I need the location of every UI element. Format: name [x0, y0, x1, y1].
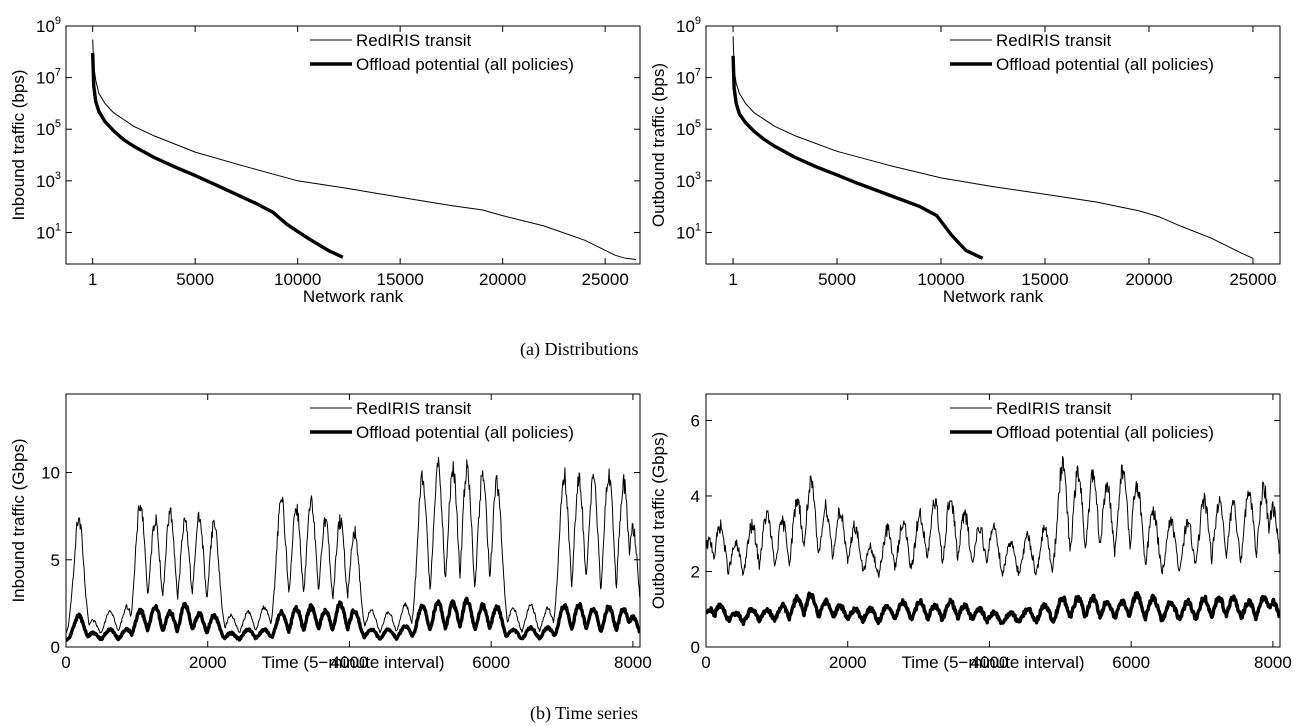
y-tick-label: 103 — [676, 170, 701, 191]
legend-label: RedIRIS transit — [996, 399, 1112, 418]
plot-frame — [65, 393, 641, 648]
y-tick-label: 0 — [691, 638, 700, 657]
y-tick-label: 109 — [36, 15, 61, 36]
x-tick-label: 10000 — [917, 270, 964, 289]
panel-inbound-time-series: 0 2000 4000 6000 8000 0 5 10 Time (5−minute inte… — [9, 393, 652, 672]
x-tick-label: 8000 — [1254, 653, 1292, 672]
plot-frame — [65, 25, 641, 265]
x-tick-label: 25000 — [582, 270, 629, 289]
x-tick-label: 0 — [61, 653, 70, 672]
series-line-transit — [732, 36, 1254, 259]
x-tick-label: 4000 — [971, 653, 1009, 672]
x-tick-label: 4000 — [331, 653, 369, 672]
y-tick-label: 101 — [36, 221, 61, 242]
y-tick-label: 5 — [51, 551, 60, 570]
panel-outbound-distribution: 1 5000 10000 15000 20000 25000101103105107109… — [649, 15, 1281, 306]
series-line-offload — [706, 591, 1280, 627]
y-tick-label: 101 — [676, 221, 701, 242]
legend-label: RedIRIS transit — [356, 399, 472, 418]
y-axis-label: Inbound traffic (Gbps) — [9, 438, 28, 602]
x-tick-label: 20000 — [1125, 270, 1172, 289]
panel-outbound-time-series: 0 2000 4000 6000 8000 0 2 4 6 Time (5−minute inte… — [649, 393, 1292, 672]
x-axis-label: Time (5−minute interval) — [901, 653, 1084, 672]
series-line-offload — [91, 52, 344, 259]
x-tick-label: 5000 — [818, 270, 856, 289]
y-axis-label: Inbound traffic (bps) — [9, 70, 28, 221]
y-tick-label: 4 — [691, 487, 700, 506]
y-tick-label: 0 — [51, 638, 60, 657]
x-tick-label: 25000 — [1229, 270, 1276, 289]
series-line-offload — [66, 596, 640, 642]
legend-label: Offload potential (all policies) — [356, 423, 574, 442]
x-tick-label: 1 — [88, 270, 97, 289]
legend-label: Offload potential (all policies) — [356, 55, 574, 74]
y-tick-label: 103 — [36, 170, 61, 191]
series-line-transit — [66, 456, 640, 634]
legend-label: Offload potential (all policies) — [996, 423, 1214, 442]
plot-frame — [705, 25, 1281, 265]
y-tick-label: 107 — [676, 67, 701, 88]
x-tick-label: 1 — [728, 270, 737, 289]
series-line-transit — [92, 39, 636, 260]
caption-time-series: (b) Time series — [530, 703, 638, 724]
x-tick-label: 6000 — [472, 653, 510, 672]
legend-label: Offload potential (all policies) — [996, 55, 1214, 74]
x-tick-label: 8000 — [614, 653, 652, 672]
x-tick-label: 20000 — [479, 270, 526, 289]
legend-label: RedIRIS transit — [996, 31, 1112, 50]
x-tick-label: 15000 — [1021, 270, 1068, 289]
y-tick-label: 109 — [676, 15, 701, 36]
x-axis-label: Network rank — [943, 287, 1044, 306]
x-tick-label: 2000 — [189, 653, 227, 672]
x-tick-label: 2000 — [829, 653, 867, 672]
y-tick-label: 6 — [691, 411, 700, 430]
x-axis-label: Network rank — [303, 287, 404, 306]
series-line-transit — [706, 455, 1280, 578]
plot-frame — [705, 393, 1281, 648]
legend-label: RedIRIS transit — [356, 31, 472, 50]
y-tick-label: 2 — [691, 562, 700, 581]
x-tick-label: 15000 — [377, 270, 424, 289]
y-tick-label: 105 — [36, 118, 61, 139]
x-tick-label: 5000 — [176, 270, 214, 289]
panel-inbound-distribution: 1 5000 10000 15000 20000 25000101103105107109… — [9, 15, 641, 306]
y-axis-label: Outbound traffic (Gbps) — [649, 432, 668, 609]
caption-distributions: (a) Distributions — [520, 339, 639, 360]
x-tick-label: 10000 — [274, 270, 321, 289]
series-line-offload — [731, 55, 984, 260]
y-tick-label: 10 — [41, 464, 60, 483]
y-axis-label: Outbound traffic (bps) — [649, 63, 668, 227]
y-tick-label: 105 — [676, 118, 701, 139]
x-tick-label: 0 — [701, 653, 710, 672]
y-tick-label: 107 — [36, 67, 61, 88]
x-tick-label: 6000 — [1112, 653, 1150, 672]
x-axis-label: Time (5−minute interval) — [261, 653, 444, 672]
